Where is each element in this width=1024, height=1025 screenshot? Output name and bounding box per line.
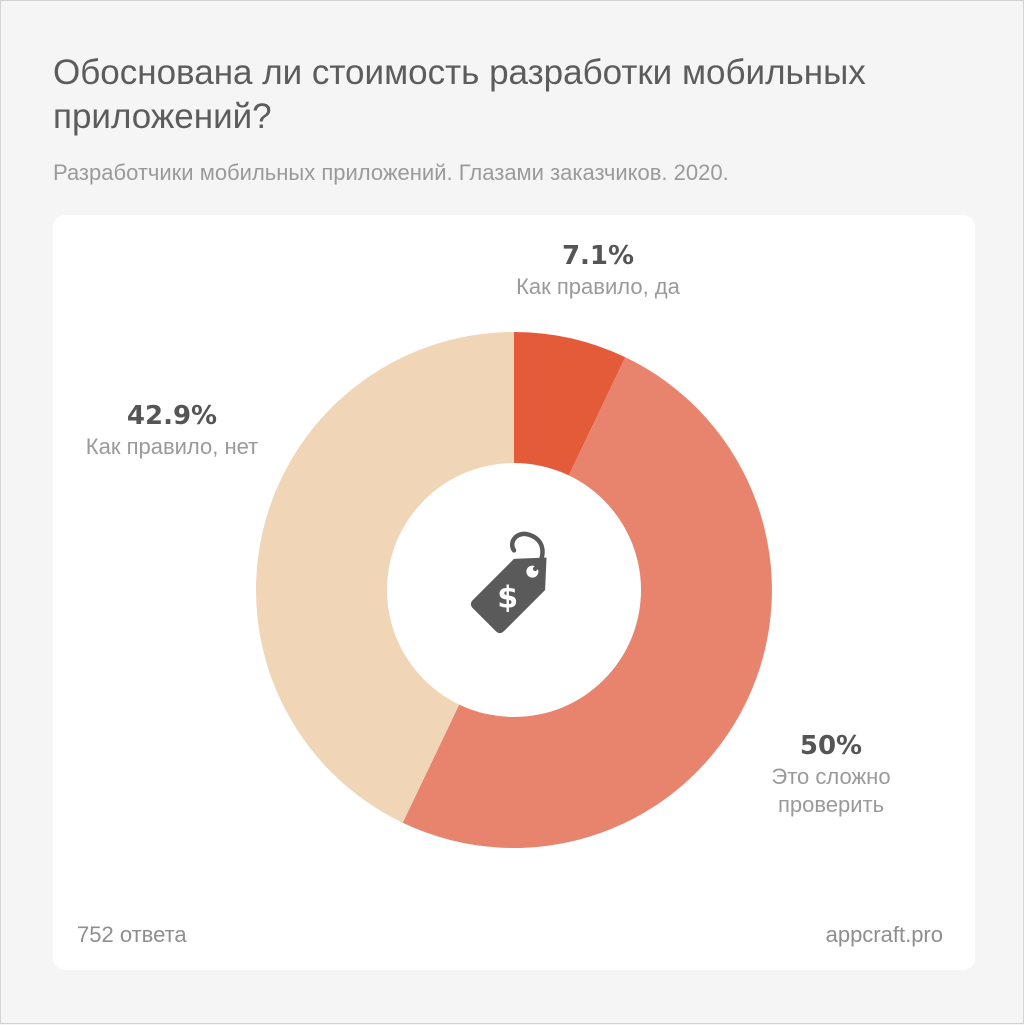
label-no-name: Как правило, нет xyxy=(85,434,259,459)
chart-subtitle: Разработчики мобильных приложений. Глаза… xyxy=(53,160,729,185)
source-link: appcraft.pro xyxy=(825,922,943,947)
label-hard-name-line2: проверить xyxy=(777,792,885,817)
svg-text:$: $ xyxy=(497,580,518,615)
label-hard-value: 50% xyxy=(799,731,863,761)
label-no-value: 42.9% xyxy=(126,401,218,431)
chart-title: Обоснована ли стоимость разработки мобил… xyxy=(53,53,866,136)
responses-count: 752 ответа xyxy=(77,922,187,947)
price-tag-dollar-icon: $ xyxy=(470,531,547,634)
label-no: 42.9% Как правило, нет xyxy=(42,399,302,461)
label-yes-value: 7.1% xyxy=(561,241,635,271)
label-yes-name: Как правило, да xyxy=(516,274,680,299)
label-hard: 50% Это сложно проверить xyxy=(701,729,961,819)
label-hard-name-line1: Это сложно xyxy=(771,764,891,789)
slice-no xyxy=(256,332,514,823)
label-yes: 7.1% Как правило, да xyxy=(468,239,728,301)
